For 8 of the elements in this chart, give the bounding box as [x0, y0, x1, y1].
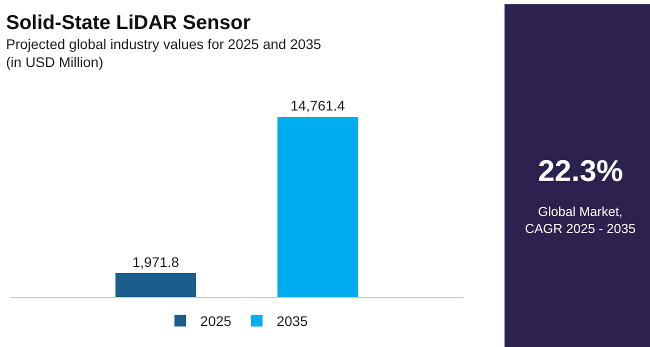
legend-label: 2025: [200, 313, 232, 330]
text: Global Market, CAGR 2025 - 2035: [525, 204, 636, 236]
data-label: 14,761.4: [290, 98, 346, 114]
data-label: 1,971.8: [132, 254, 180, 270]
chart-subtitle: Projected global industry values for 2025 and 2035 (in USD Million): [6, 36, 322, 70]
text: 22.3%: [538, 155, 624, 188]
legend-label: 2035: [276, 313, 308, 330]
chart-title: Solid-State LiDAR Sensor: [6, 12, 251, 34]
